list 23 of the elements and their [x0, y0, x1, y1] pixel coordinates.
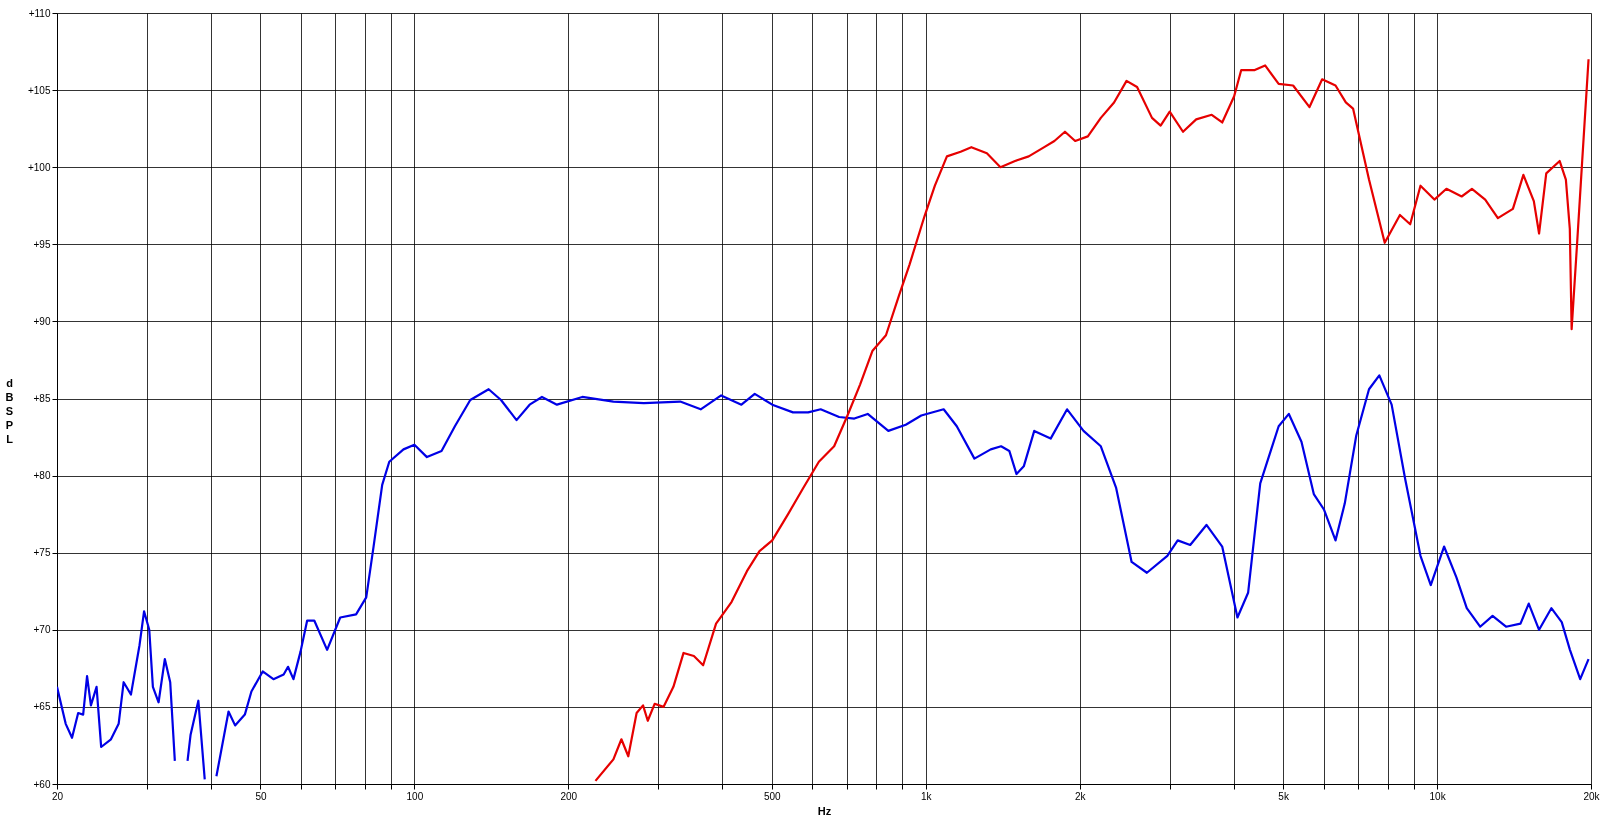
y-tick-label: +110 — [28, 7, 51, 19]
x-axis-title: Hz — [817, 804, 832, 817]
x-tick-label: 100 — [406, 790, 424, 802]
y-tick-label: +95 — [33, 238, 51, 250]
y-tick-label: +60 — [33, 778, 51, 790]
x-tick-label: 5k — [1278, 790, 1290, 802]
y-tick-label: +105 — [27, 84, 51, 96]
y-tick-label: +65 — [33, 701, 51, 713]
x-tick-label: 50 — [255, 790, 267, 802]
y-axis-title: dB SPL — [5, 376, 14, 445]
x-tick-label: 20k — [1583, 790, 1601, 802]
x-tick-label: 500 — [763, 790, 782, 802]
x-tick-label: 10k — [1429, 790, 1447, 802]
y-tick-label: +70 — [33, 624, 51, 636]
y-tick-label: +85 — [33, 393, 51, 404]
x-tick-label: 20 — [51, 790, 64, 802]
y-tick-label: +90 — [33, 315, 51, 327]
x-tick-label: 1k — [920, 790, 933, 802]
y-tick-label: +75 — [33, 547, 51, 559]
y-tick-label: +80 — [33, 470, 51, 482]
x-tick-label: 2k — [1074, 790, 1087, 802]
x-tick-label: 200 — [560, 790, 578, 802]
y-tick-label: +100 — [27, 161, 51, 173]
